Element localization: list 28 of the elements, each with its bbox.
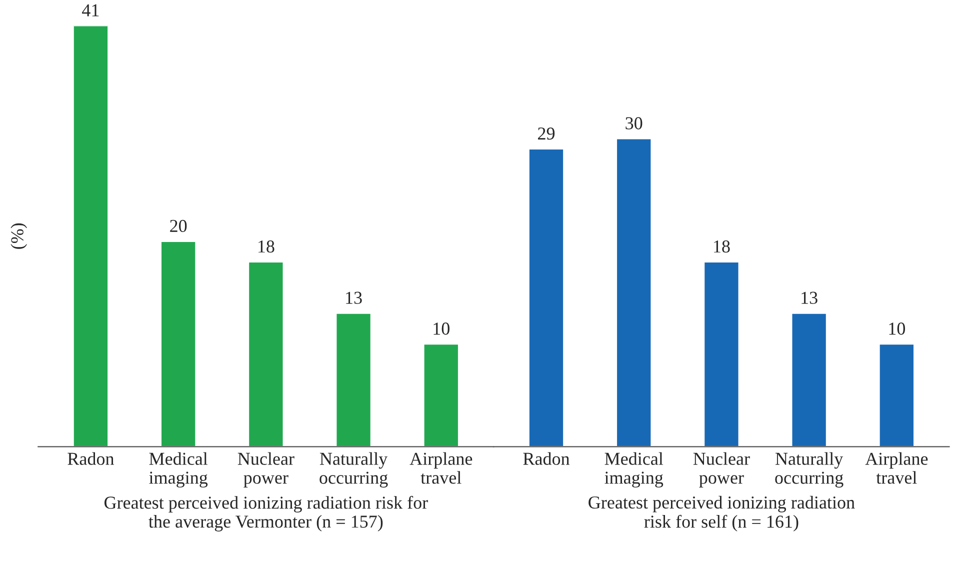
x-tick-label: Naturally occurring [775, 452, 844, 488]
x-tick-label: Radon [68, 452, 114, 465]
data-label: 18 [714, 240, 730, 253]
x-tick-label: Airplane travel [410, 452, 472, 484]
x-tick-label: Airplane travel [865, 452, 928, 484]
data-label: 10 [889, 322, 906, 335]
bar [335, 312, 372, 447]
x-tick-label: Nuclear power [238, 452, 294, 488]
x-tick-label: Naturally occurring [320, 452, 388, 488]
x-tick-label: Medical imaging [604, 452, 664, 488]
x-tick-label: Radon [523, 452, 570, 465]
data-label: 30 [626, 117, 642, 130]
data-label: 10 [434, 322, 450, 335]
bar [248, 261, 284, 447]
x-tick-label: Medical imaging [149, 452, 208, 488]
x-axis-title: Greatest perceived ionizing radiation risk for self (n = 161) [588, 496, 855, 532]
y-axis-title: (%) [10, 223, 28, 249]
data-label: 41 [82, 4, 99, 16]
bar [160, 240, 197, 447]
x-tick-label: Nuclear power [693, 452, 750, 488]
data-label: 20 [170, 220, 187, 232]
bar [72, 26, 109, 447]
data-label: 13 [802, 292, 818, 304]
data-label: 13 [346, 292, 362, 304]
bar [422, 343, 460, 447]
data-label: 18 [258, 240, 274, 253]
x-axis-title: Greatest perceived ionizing radiation risk for the average Vermonter (n = 157) [104, 496, 428, 532]
data-label: 29 [538, 127, 555, 140]
